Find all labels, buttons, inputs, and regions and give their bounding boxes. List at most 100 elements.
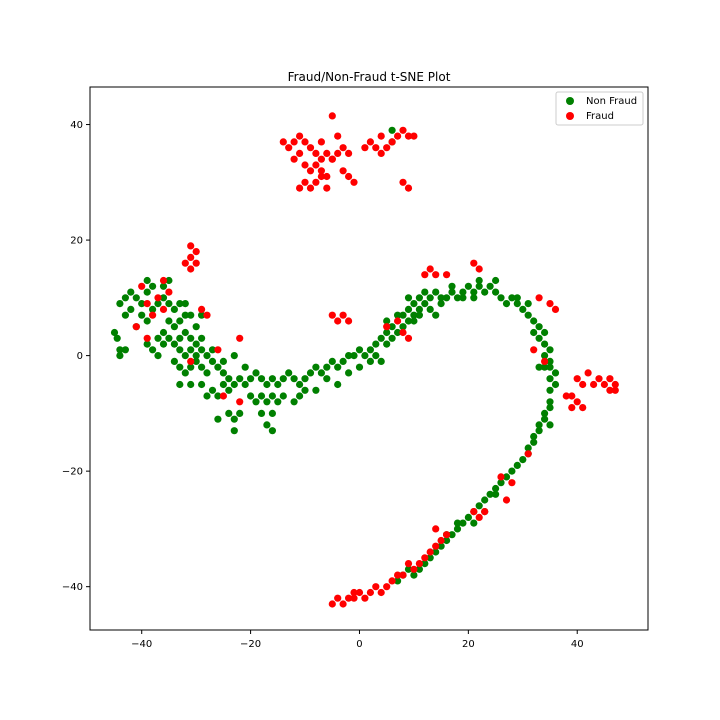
point-non-fraud <box>421 300 429 308</box>
point-non-fraud <box>519 305 527 313</box>
point-non-fraud <box>366 346 374 354</box>
point-fraud <box>404 334 413 342</box>
point-fraud <box>388 138 396 146</box>
point-non-fraud <box>219 357 227 365</box>
point-fraud <box>388 577 396 585</box>
point-non-fraud <box>230 352 238 360</box>
point-non-fraud <box>192 340 200 348</box>
point-non-fraud <box>475 502 483 510</box>
point-non-fraud <box>149 346 157 354</box>
point-fraud <box>192 248 200 256</box>
point-fraud <box>443 271 451 279</box>
point-fraud <box>198 305 206 313</box>
point-fraud <box>568 392 576 400</box>
point-non-fraud <box>459 294 467 302</box>
point-fraud <box>312 161 320 169</box>
point-non-fraud <box>361 352 369 360</box>
x-tick-label: 0 <box>356 639 362 650</box>
point-fraud <box>399 178 407 186</box>
point-fraud <box>399 126 407 134</box>
point-non-fraud <box>541 363 549 371</box>
point-non-fraud <box>502 300 511 308</box>
point-fraud <box>502 496 511 504</box>
point-non-fraud <box>535 363 543 371</box>
point-non-fraud <box>388 334 396 342</box>
point-non-fraud <box>345 352 353 360</box>
point-non-fraud <box>121 294 129 302</box>
point-non-fraud <box>165 300 173 308</box>
point-non-fraud <box>165 317 173 325</box>
point-non-fraud <box>546 346 554 354</box>
point-non-fraud <box>274 398 282 406</box>
point-fraud <box>410 565 418 573</box>
point-non-fraud <box>426 554 434 562</box>
point-non-fraud <box>198 334 206 342</box>
point-non-fraud <box>502 473 511 481</box>
x-tick-label: 20 <box>462 639 475 650</box>
point-non-fraud <box>225 386 233 394</box>
point-non-fraud <box>432 311 440 319</box>
point-non-fraud <box>247 375 255 383</box>
point-fraud <box>524 450 532 458</box>
point-non-fraud <box>176 380 184 389</box>
point-non-fraud <box>203 352 211 360</box>
point-fraud <box>192 259 200 267</box>
point-non-fraud <box>181 352 189 360</box>
point-non-fraud <box>497 294 505 302</box>
point-fraud <box>279 138 287 146</box>
point-non-fraud <box>492 484 500 493</box>
point-fraud <box>334 149 342 157</box>
point-non-fraud <box>236 409 244 417</box>
point-fraud <box>301 161 309 169</box>
point-fraud <box>606 375 614 383</box>
point-non-fraud <box>530 438 538 446</box>
point-fraud <box>361 144 369 152</box>
point-fraud <box>404 132 413 140</box>
point-non-fraud <box>410 571 418 579</box>
point-non-fraud <box>404 317 413 325</box>
point-non-fraud <box>208 386 217 394</box>
point-non-fraud <box>432 288 440 296</box>
point-non-fraud <box>121 346 129 354</box>
points-layer <box>110 112 619 608</box>
point-fraud <box>475 513 483 522</box>
point-non-fraud <box>317 369 325 377</box>
point-fraud <box>345 594 353 602</box>
point-fraud <box>165 288 173 296</box>
point-non-fraud <box>404 294 413 302</box>
plot-frame <box>89 86 649 631</box>
y-tick-label: 0 <box>77 351 83 362</box>
point-fraud <box>399 328 407 337</box>
point-fraud <box>394 132 402 140</box>
y-tick-label: 20 <box>70 236 83 247</box>
point-fraud <box>306 184 315 192</box>
point-non-fraud <box>257 375 266 383</box>
point-non-fraud <box>481 496 489 504</box>
point-non-fraud <box>252 369 260 377</box>
point-non-fraud <box>181 300 189 308</box>
point-fraud <box>437 536 445 545</box>
point-fraud <box>394 317 402 325</box>
point-non-fraud <box>541 340 549 348</box>
point-fraud <box>317 172 325 181</box>
point-fraud <box>541 357 549 365</box>
point-non-fraud <box>154 334 162 342</box>
point-non-fraud <box>546 357 554 365</box>
point-fraud <box>611 380 619 389</box>
point-non-fraud <box>541 352 549 360</box>
point-non-fraud <box>394 577 402 585</box>
y-tick-label: −40 <box>62 582 83 593</box>
point-non-fraud <box>394 311 402 319</box>
point-fraud <box>551 305 560 313</box>
point-non-fraud <box>170 357 178 365</box>
point-fraud <box>426 548 434 556</box>
point-fraud <box>345 172 353 181</box>
point-non-fraud <box>394 328 402 337</box>
point-non-fraud <box>181 311 189 319</box>
point-fraud <box>361 594 369 602</box>
point-non-fraud <box>475 282 483 290</box>
point-non-fraud <box>138 300 146 308</box>
point-non-fraud <box>170 305 178 313</box>
point-fraud <box>350 594 358 602</box>
point-non-fraud <box>404 305 413 313</box>
